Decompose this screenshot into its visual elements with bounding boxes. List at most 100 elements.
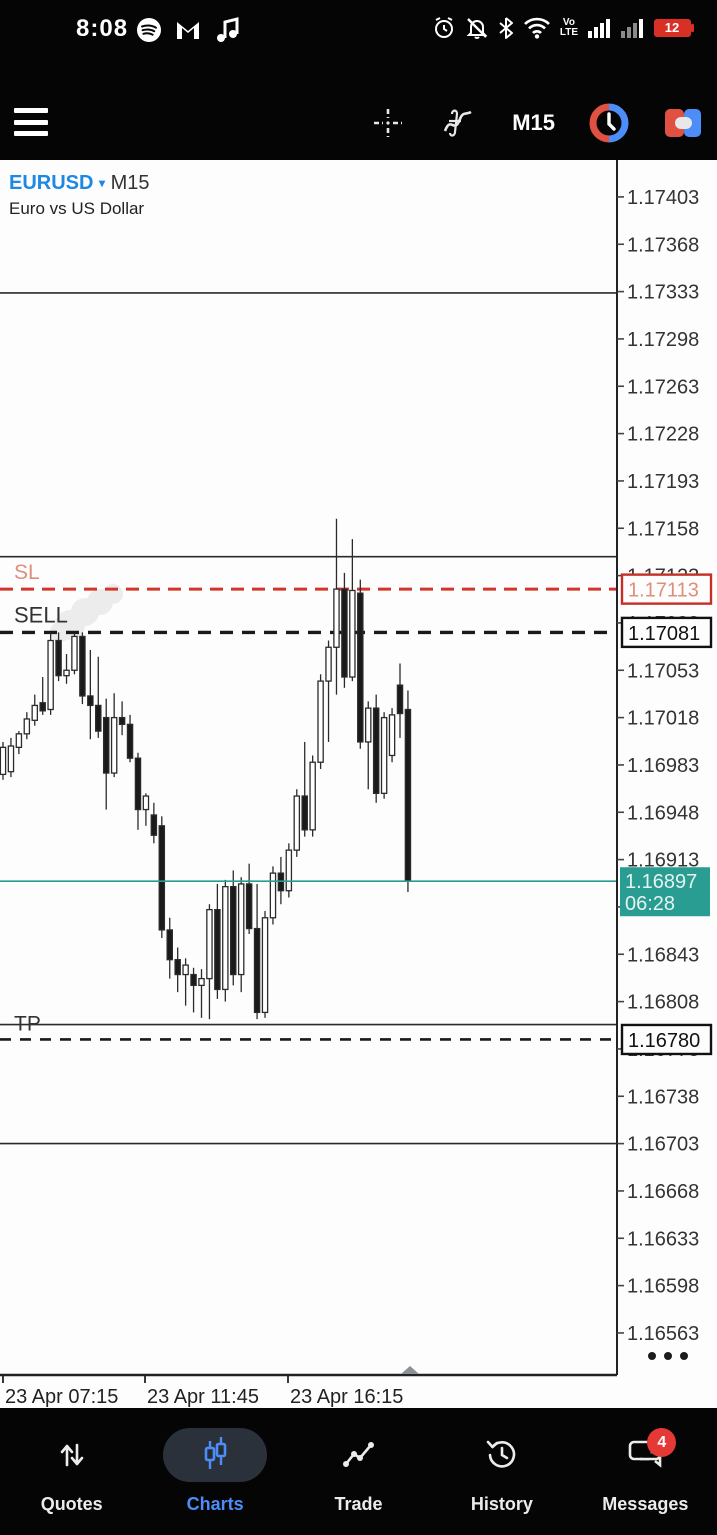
spotify-icon: [136, 17, 162, 43]
chart-area[interactable]: SL SELL TP 1.17403 1.17368 1.17333 1.17298 1.17…: [0, 160, 717, 1408]
price-chart[interactable]: SL SELL TP 1.17403 1.17368 1.17333 1.17298 1.17…: [0, 160, 717, 1408]
y-tick-label-12: 1.16983: [627, 755, 699, 777]
tab-charts[interactable]: Charts: [143, 1408, 286, 1535]
candle-5: [39, 702, 46, 712]
chart-header[interactable]: EURUSD ▾ M15 Euro vs US Dollar: [9, 172, 150, 219]
status-bar: 8:08 Vo LT: [0, 0, 717, 60]
candle-0: [0, 746, 7, 776]
candle-28: [222, 885, 229, 991]
last-bar-marker: [401, 1366, 419, 1374]
y-tick-label-16: 1.16843: [627, 944, 699, 966]
symbol-description: Euro vs US Dollar: [9, 199, 145, 218]
sl-price-box-label: 1.17113: [628, 580, 699, 602]
candle-25: [198, 977, 205, 987]
tp-price-box-label: 1.16780: [628, 1030, 700, 1052]
bluetooth-icon: [498, 16, 514, 40]
status-time: 8:08: [76, 15, 129, 42]
x-tick-label-1: 23 Apr 11:45: [147, 1386, 259, 1408]
candle-26: [206, 908, 213, 980]
header-timeframe: M15: [110, 172, 150, 194]
candle-12: [95, 704, 102, 732]
candle-23: [182, 964, 189, 976]
volte-icon: Vo LTE: [559, 17, 578, 38]
sl-label: SL: [14, 561, 40, 584]
sl-price-box[interactable]: [620, 573, 713, 605]
candle-46: [364, 707, 372, 743]
candle-34: [269, 872, 277, 919]
candle-10: [79, 635, 86, 697]
candle-39: [309, 761, 316, 831]
timeframe-button[interactable]: M15: [512, 110, 555, 135]
tab-messages[interactable]: 4 Messages: [574, 1408, 717, 1535]
candle-31: [245, 883, 253, 930]
candle-42: [333, 588, 340, 648]
y-tick-label-1: 1.17368: [627, 234, 699, 256]
candle-9: [71, 635, 78, 671]
candle-43: [341, 588, 348, 678]
candle-47: [372, 707, 380, 794]
candle-51: [404, 708, 412, 882]
current-price-label: 1.16897: [625, 871, 697, 893]
music-note-icon: [214, 16, 240, 44]
menu-icon[interactable]: [14, 108, 48, 136]
y-tick-label-20: 1.16703: [627, 1134, 699, 1156]
signal2-icon: [620, 17, 644, 39]
y-tick-label-4: 1.17263: [627, 376, 699, 398]
candle-4: [31, 704, 39, 721]
candle-27: [214, 908, 221, 991]
chart-ellipsis-menu[interactable]: [648, 1352, 688, 1360]
candles-group: [0, 518, 412, 1020]
candle-41: [325, 646, 332, 682]
y-tick-label-13: 1.16948: [627, 802, 699, 824]
y-tick-label-19: 1.16738: [627, 1086, 699, 1108]
sell-price-box-label: 1.17081: [628, 623, 700, 645]
candle-36: [285, 849, 293, 892]
candle-18: [142, 795, 150, 811]
candle-50: [396, 684, 404, 715]
alarm-icon: [432, 16, 456, 40]
candle-49: [388, 714, 396, 757]
candle-48: [380, 716, 388, 794]
tab-quotes[interactable]: Quotes: [0, 1408, 143, 1535]
symbol-name[interactable]: EURUSD: [9, 172, 94, 194]
battery-percent: 12: [664, 20, 680, 35]
x-tick-label-0: 23 Apr 07:15: [5, 1386, 118, 1408]
trade-icon: [340, 1438, 378, 1472]
bottom-navigation: Quotes Charts Trade History 4: [0, 1408, 717, 1535]
candle-33: [261, 917, 269, 1014]
one-click-trading-icon[interactable]: [663, 105, 703, 141]
candle-16: [126, 723, 134, 759]
sessions-clock-icon[interactable]: [589, 103, 629, 143]
y-tick-label-10: 1.17053: [627, 660, 699, 682]
candle-21: [166, 929, 173, 961]
tab-history[interactable]: History: [430, 1408, 573, 1535]
y-tick-label-11: 1.17018: [627, 708, 699, 730]
candle-6: [47, 639, 54, 711]
y-tick-label-22: 1.16633: [627, 1228, 699, 1250]
messages-badge: 4: [647, 1428, 677, 1457]
crosshair-icon[interactable]: [370, 105, 406, 141]
candle-15: [118, 716, 126, 726]
y-tick-label-21: 1.16668: [627, 1181, 699, 1203]
candle-13: [102, 716, 110, 774]
indicators-icon[interactable]: [440, 105, 478, 141]
candle-30: [237, 883, 245, 976]
bell-off-icon: [465, 16, 489, 40]
candle-24: [190, 973, 197, 987]
candle-32: [253, 927, 261, 1014]
candle-7: [55, 639, 62, 677]
candle-44: [349, 589, 356, 678]
candle-14: [110, 716, 118, 774]
candle-2: [15, 733, 23, 748]
candle-22: [174, 959, 181, 976]
candle-1: [7, 745, 15, 773]
y-tick-label-3: 1.17298: [627, 329, 699, 351]
sell-price-box[interactable]: [620, 616, 713, 649]
history-icon: [484, 1437, 520, 1473]
candle-11: [87, 695, 94, 707]
candle-40: [317, 680, 324, 763]
tab-trade[interactable]: Trade: [287, 1408, 430, 1535]
wifi-icon: [523, 17, 551, 39]
tp-price-box[interactable]: [620, 1023, 713, 1056]
candle-38: [301, 795, 308, 831]
